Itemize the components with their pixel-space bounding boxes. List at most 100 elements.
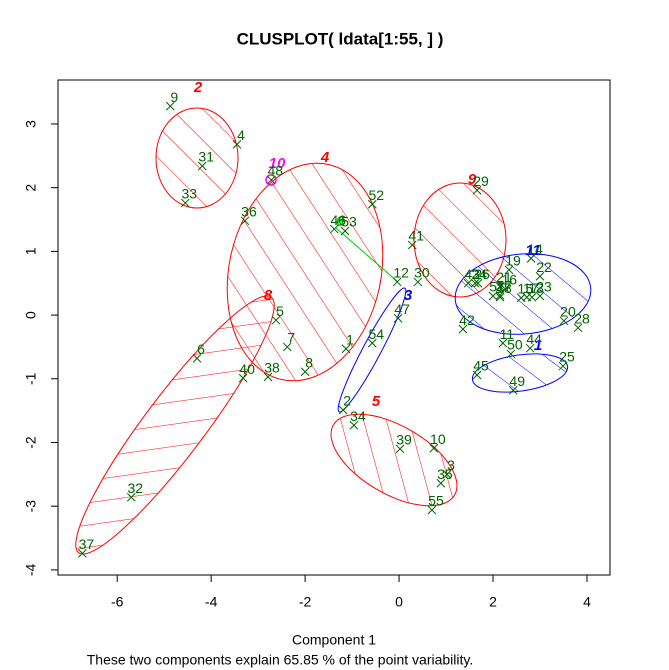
- cluster-label: 8: [264, 287, 273, 304]
- data-point: [495, 290, 505, 300]
- point-glyph: [495, 290, 505, 300]
- data-point: [458, 324, 468, 334]
- cluster-label: 3: [404, 287, 413, 304]
- cluster-ellipse: [75, 295, 275, 555]
- cluster-ellipse: [155, 107, 239, 209]
- point-glyph: [488, 291, 498, 301]
- point-glyph: [429, 443, 439, 453]
- point-glyph: [522, 292, 532, 302]
- point-label: 23: [536, 279, 552, 295]
- point-label: 26: [474, 266, 490, 282]
- point-glyph: [413, 277, 423, 287]
- point-glyph: [442, 469, 452, 479]
- point-glyph: [495, 282, 505, 291]
- data-point: [266, 175, 276, 185]
- point-glyph: [165, 101, 175, 111]
- point-glyph: [232, 139, 242, 149]
- data-point: [349, 420, 359, 430]
- cluster-label: 4: [320, 149, 330, 166]
- data-point: [525, 343, 535, 353]
- data-point: [329, 224, 339, 234]
- point-label: 35: [437, 466, 453, 482]
- data-point: [392, 277, 402, 287]
- point-glyph: [329, 224, 339, 234]
- point-label: 9: [170, 89, 178, 105]
- point-label: 30: [414, 265, 430, 281]
- data-point: [271, 315, 281, 325]
- point-glyph: [271, 315, 281, 325]
- y-tick-label: 2: [23, 184, 39, 192]
- point-glyph: [300, 367, 310, 377]
- point-label: 17: [523, 280, 539, 296]
- point-glyph: [559, 316, 569, 326]
- chart-title: CLUSPLOT( ldata[1:55, ] ): [237, 29, 444, 48]
- point-glyph: [395, 444, 405, 454]
- point-label: 14: [527, 241, 543, 257]
- point-label: 21: [496, 269, 512, 285]
- point-label: 36: [241, 203, 257, 219]
- data-point: [341, 344, 351, 354]
- point-label: 25: [559, 349, 575, 365]
- data-point: [240, 216, 250, 226]
- point-glyph: [238, 373, 248, 383]
- point-glyph: [282, 342, 292, 352]
- point-glyph: [470, 278, 480, 288]
- cluster-label: 2: [193, 79, 203, 96]
- point-label: 20: [560, 304, 576, 320]
- point-label: 6: [197, 341, 205, 357]
- data-point: [573, 323, 583, 333]
- cluster-label: 9: [468, 171, 477, 188]
- data-point: [232, 139, 242, 149]
- plot-frame: [57, 79, 611, 576]
- point-glyph: [508, 385, 518, 395]
- data-point: [500, 284, 510, 294]
- cluster-label: 10: [269, 155, 286, 172]
- cluster-label: 11: [525, 242, 541, 259]
- data-point: [238, 373, 248, 383]
- data-point: [463, 278, 473, 288]
- y-tick-label: -4: [23, 563, 39, 576]
- data-point: [535, 271, 545, 281]
- point-label: 15: [517, 281, 533, 297]
- data-point: [442, 469, 452, 479]
- point-glyph: [506, 349, 516, 359]
- point-glyph: [338, 405, 348, 415]
- data-point: [472, 185, 482, 195]
- point-label: 42: [459, 312, 475, 328]
- x-tick-label: -4: [205, 594, 218, 610]
- cluster-label: 6: [336, 213, 345, 230]
- data-point: [338, 405, 348, 415]
- x-tick-label: 2: [489, 594, 497, 610]
- point-label: 45: [473, 358, 489, 374]
- point-glyph: [458, 324, 468, 334]
- point-glyph: [192, 354, 202, 363]
- point-label: 13: [528, 280, 544, 296]
- data-point: [522, 292, 532, 302]
- point-glyph: [407, 240, 417, 250]
- cluster-label: 5: [372, 393, 381, 410]
- point-glyph: [535, 291, 545, 301]
- subtitle: These two components explain 65.85 % of …: [87, 652, 474, 668]
- data-point: [427, 505, 437, 515]
- point-glyph: [341, 344, 351, 354]
- point-glyph: [180, 198, 190, 208]
- x-tick-label: -6: [111, 594, 124, 610]
- data-point: [395, 444, 405, 454]
- point-label: 11: [500, 326, 515, 342]
- point-label: 38: [264, 360, 280, 376]
- y-tick-label: -1: [23, 372, 39, 385]
- point-label: 39: [396, 432, 412, 448]
- point-label: 12: [393, 265, 409, 281]
- point-glyph: [535, 271, 545, 281]
- point-glyph: [498, 338, 508, 348]
- point-glyph: [240, 216, 250, 226]
- data-point: [558, 361, 568, 371]
- point-glyph: [349, 420, 359, 430]
- point-label: 28: [574, 311, 590, 327]
- data-point: [429, 443, 439, 453]
- point-label: 46: [330, 212, 346, 228]
- point-label: 34: [350, 408, 366, 424]
- point-glyph: [463, 278, 473, 288]
- data-point: [407, 240, 417, 250]
